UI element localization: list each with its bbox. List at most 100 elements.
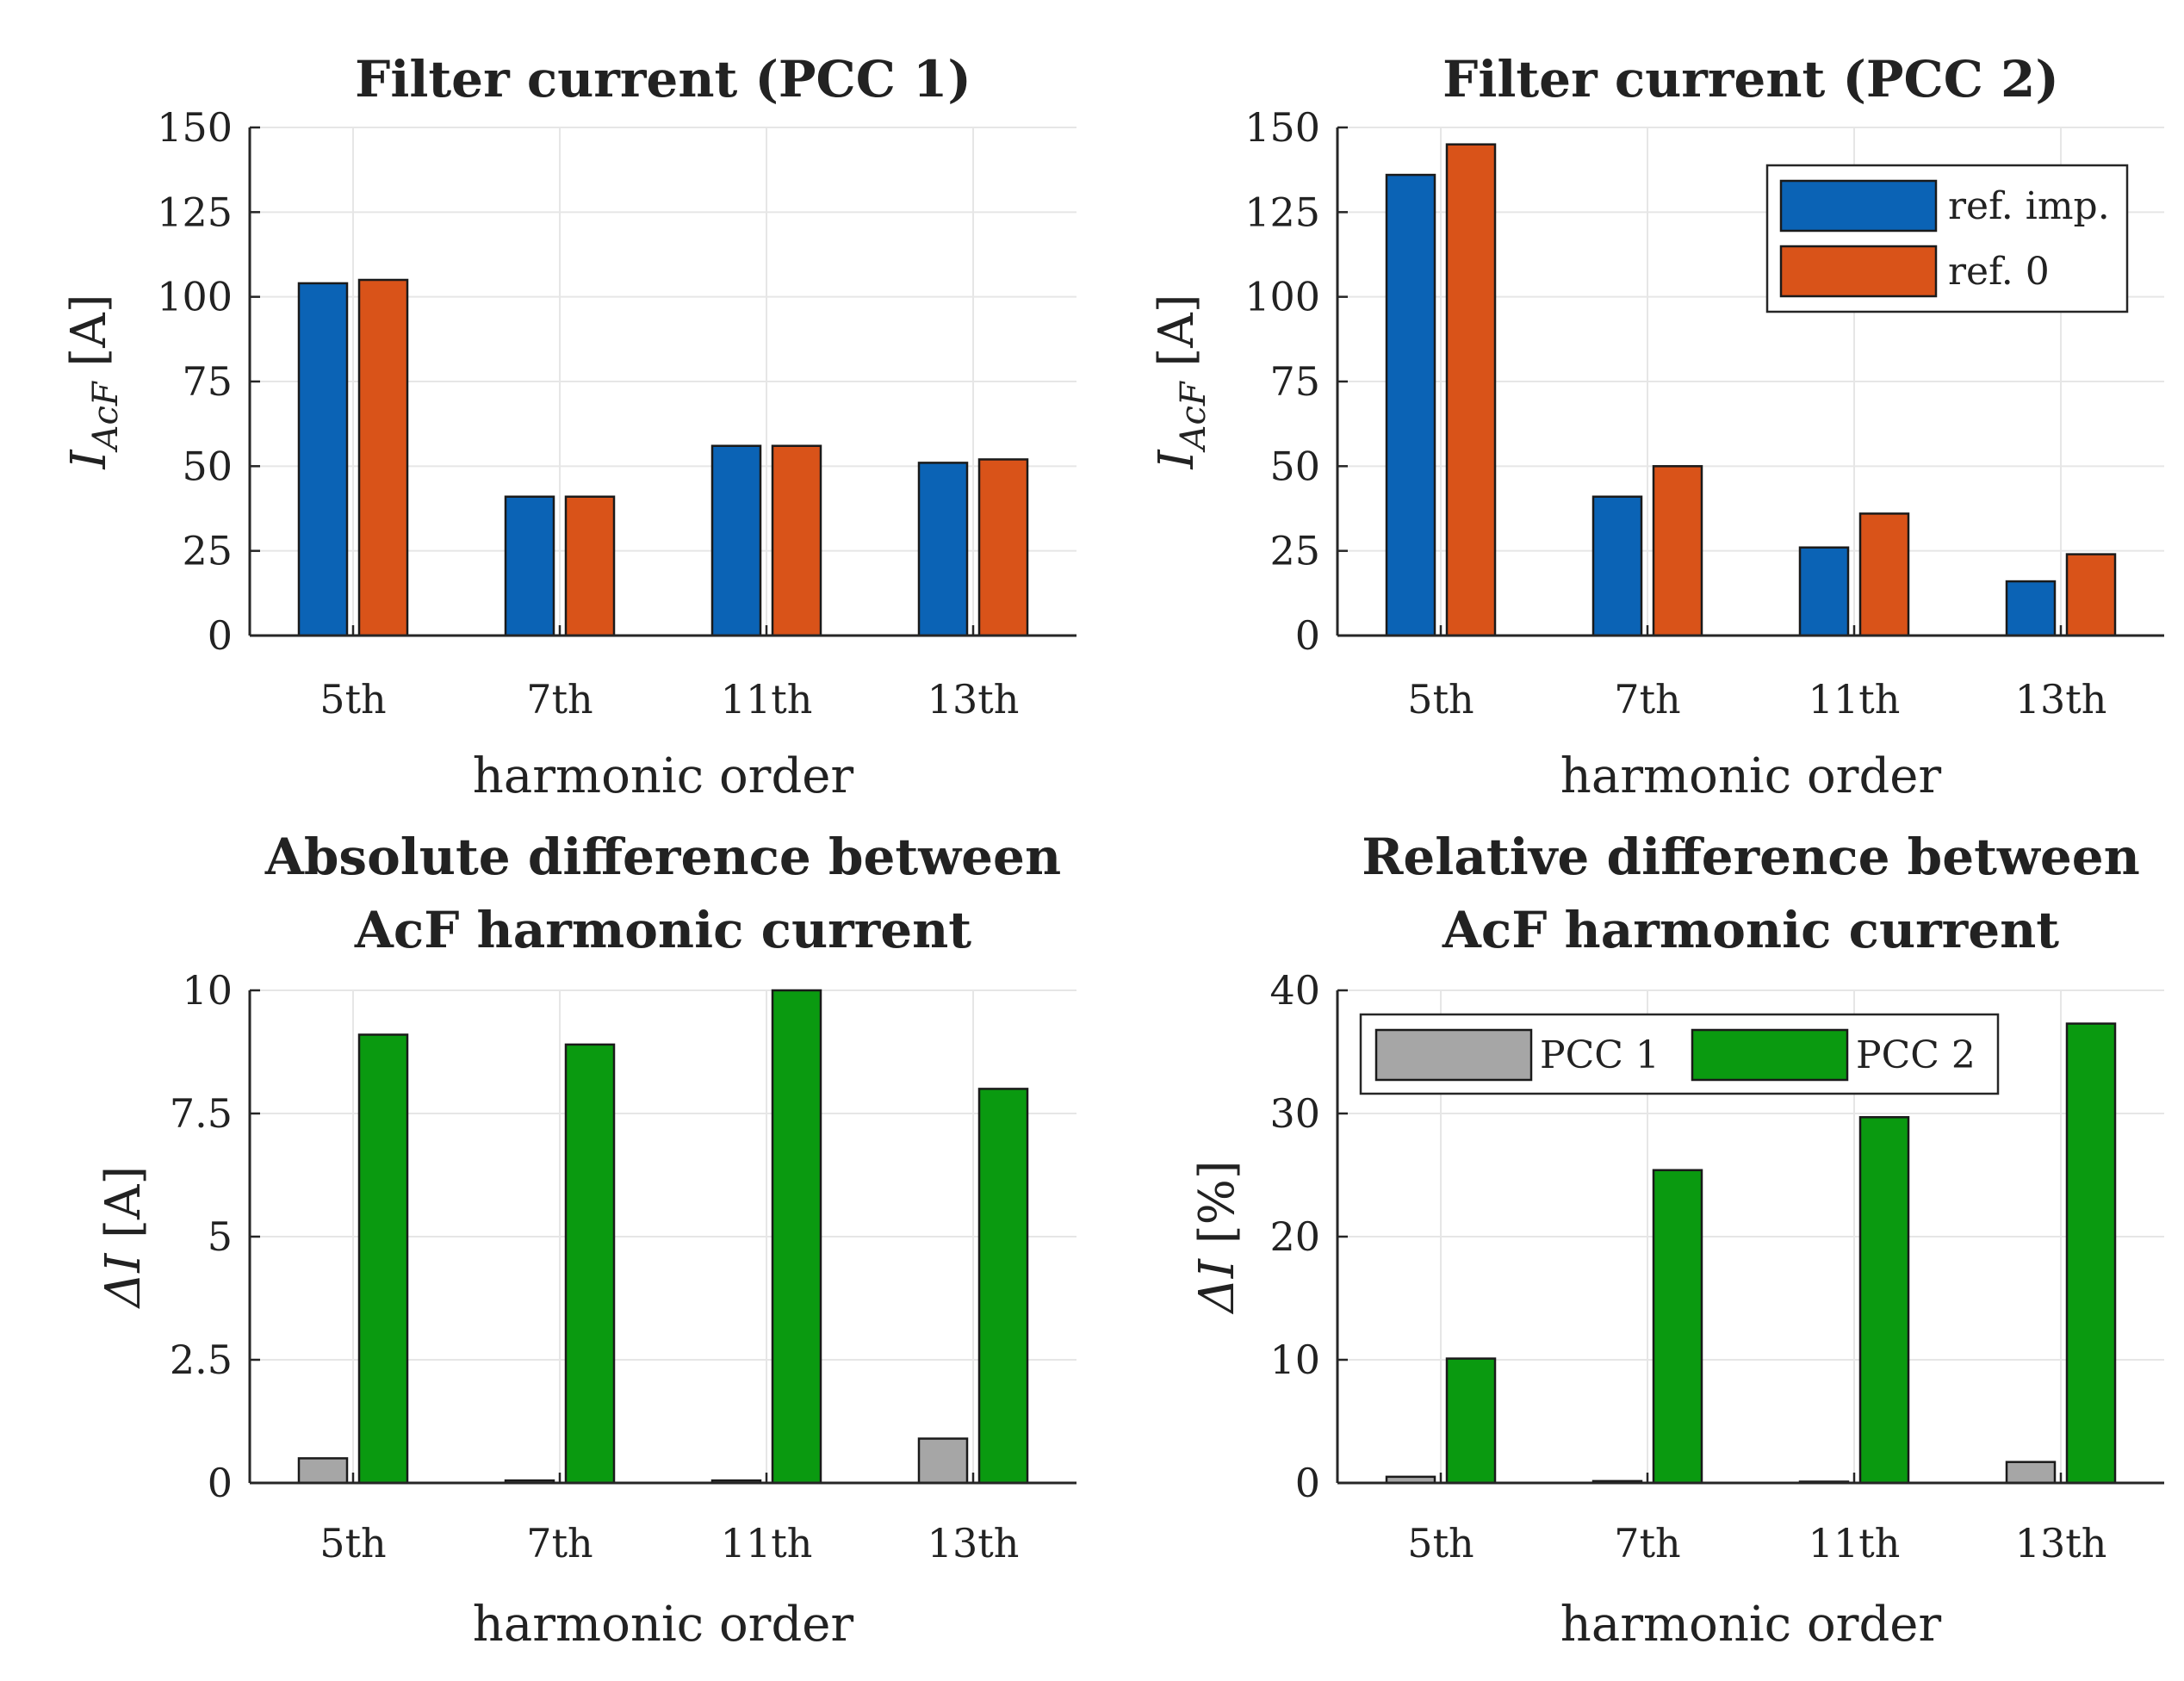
x-tick-label: 11th bbox=[721, 676, 813, 723]
y-axis-unit: [A] bbox=[96, 1166, 152, 1254]
y-tick-label: 100 bbox=[157, 274, 233, 320]
y-axis-unit: [A] bbox=[1149, 294, 1205, 381]
x-axis-label: harmonic order bbox=[473, 748, 854, 804]
legend: PCC 1 PCC 2 bbox=[1359, 1013, 2000, 1095]
bar-pcc-2-13th bbox=[977, 1088, 1029, 1485]
x-tick-label: 7th bbox=[1614, 676, 1680, 723]
y-tick-label: 100 bbox=[1244, 274, 1320, 320]
y-tick-label: 0 bbox=[1295, 1460, 1320, 1506]
bar-ref-0-5th bbox=[1445, 143, 1497, 637]
chart-title: AcF harmonic current bbox=[1442, 901, 2059, 959]
x-axis-label: harmonic order bbox=[473, 1597, 854, 1653]
y-axis-unit: [A] bbox=[61, 294, 117, 381]
bar-pcc-2-11th bbox=[771, 989, 822, 1485]
bar-pcc-1-13th bbox=[917, 1437, 969, 1485]
y-tick-label: 0 bbox=[208, 1460, 233, 1506]
bar-pcc-2-5th bbox=[357, 1033, 409, 1485]
x-tick-label: 13th bbox=[928, 1520, 1020, 1566]
y-tick-label: 10 bbox=[1269, 1337, 1320, 1383]
legend-swatch bbox=[1779, 245, 1938, 298]
y-tick-label: 50 bbox=[182, 443, 233, 489]
x-tick-label: 11th bbox=[1809, 1520, 1901, 1566]
y-tick-label: 125 bbox=[1244, 189, 1320, 235]
y-tick-label: 40 bbox=[1269, 967, 1320, 1014]
bar-pcc-2-7th bbox=[564, 1043, 616, 1485]
x-axis-label: harmonic order bbox=[1560, 748, 1942, 804]
legend-label: ref. 0 bbox=[1948, 250, 2050, 294]
x-tick-label: 13th bbox=[2015, 1520, 2107, 1566]
x-tick-label: 5th bbox=[1407, 1520, 1474, 1566]
y-tick-label: 50 bbox=[1269, 443, 1320, 489]
bar-ref-imp--11th bbox=[1798, 546, 1850, 637]
bar-ref-imp--13th bbox=[2005, 580, 2057, 637]
chart-panel-1: 0 25 50 75 100 125 150 5th 7th 11th 13th Filter cur… bbox=[61, 50, 1076, 804]
y-tick-label: 150 bbox=[157, 104, 233, 151]
bar-pcc-2-5th bbox=[1445, 1357, 1497, 1485]
bar-ref-imp--7th bbox=[1591, 495, 1643, 637]
chart-title: Relative difference between bbox=[1362, 828, 2140, 886]
chart-panel-4: 0 10 20 30 40 5th 7th 11th 13th Relative differen… bbox=[1189, 828, 2164, 1653]
y-axis-label: IAcF [A] bbox=[1149, 294, 1213, 469]
legend-swatch bbox=[1779, 179, 1938, 233]
y-tick-label: 10 bbox=[182, 967, 233, 1014]
x-tick-label: 13th bbox=[2015, 676, 2107, 723]
y-tick-label: 25 bbox=[1269, 528, 1320, 574]
bar-pcc-2-13th bbox=[2065, 1022, 2117, 1485]
legend-label: PCC 2 bbox=[1856, 1033, 1976, 1077]
x-tick-label: 7th bbox=[1614, 1520, 1680, 1566]
x-tick-label: 5th bbox=[320, 1520, 386, 1566]
bar-ref-0-11th bbox=[771, 444, 822, 637]
chart-panel-2: 0 25 50 75 100 125 150 5th 7th 11th 13th Filter cur… bbox=[1149, 50, 2164, 804]
bar-pcc-2-11th bbox=[1858, 1116, 1910, 1485]
x-tick-label: 11th bbox=[721, 1520, 813, 1566]
x-tick-label: 5th bbox=[1407, 676, 1474, 723]
bar-ref-0-7th bbox=[564, 495, 616, 637]
bar-pcc-1-5th bbox=[297, 1457, 349, 1485]
chart-panel-3: 0 2.5 5 7.5 10 5th 7th 11th 13th Absolute differe… bbox=[96, 828, 1076, 1653]
x-axis-label: harmonic order bbox=[1560, 1597, 1942, 1653]
bar-ref-imp--7th bbox=[504, 495, 555, 637]
legend-label: PCC 1 bbox=[1540, 1033, 1660, 1077]
x-tick-label: 13th bbox=[928, 676, 1020, 723]
y-axis-subscript: AcF bbox=[1174, 381, 1213, 453]
x-tick-label: 5th bbox=[320, 676, 386, 723]
y-axis-symbol: ΔI bbox=[1189, 1257, 1245, 1314]
bar-pcc-2-7th bbox=[1652, 1169, 1703, 1485]
y-tick-label: 0 bbox=[208, 612, 233, 659]
bar-ref-imp--5th bbox=[297, 282, 349, 637]
legend-label: ref. imp. bbox=[1948, 184, 2110, 228]
y-axis-symbol: ΔI bbox=[96, 1252, 152, 1309]
y-axis-unit: [%] bbox=[1189, 1160, 1245, 1259]
y-axis-label: ΔI [A] bbox=[96, 1166, 152, 1310]
y-tick-label: 30 bbox=[1269, 1090, 1320, 1137]
y-tick-label: 125 bbox=[157, 189, 233, 235]
x-tick-label: 7th bbox=[526, 676, 593, 723]
bar-pcc-1-13th bbox=[2005, 1461, 2057, 1485]
bar-ref-imp--13th bbox=[917, 462, 969, 637]
y-tick-label: 75 bbox=[1269, 358, 1320, 405]
legend-swatch bbox=[1691, 1028, 1849, 1082]
chart-title: Absolute difference between bbox=[264, 828, 1061, 886]
bar-ref-0-7th bbox=[1652, 465, 1703, 637]
bar-ref-imp--11th bbox=[710, 444, 762, 637]
y-axis-symbol: I bbox=[1149, 449, 1205, 470]
y-tick-label: 20 bbox=[1269, 1213, 1320, 1260]
bar-ref-0-13th bbox=[2065, 553, 2117, 637]
bar-ref-0-13th bbox=[977, 458, 1029, 637]
chart-title: Filter current (PCC 2) bbox=[1443, 50, 2059, 109]
y-axis-subscript: AcF bbox=[86, 381, 126, 453]
y-tick-label: 7.5 bbox=[170, 1090, 233, 1137]
bar-ref-0-5th bbox=[357, 278, 409, 637]
y-tick-label: 5 bbox=[208, 1213, 233, 1260]
chart-title: Filter current (PCC 1) bbox=[355, 50, 971, 109]
legend: ref. imp. ref. 0 bbox=[1765, 164, 2129, 313]
y-axis-label: ΔI [%] bbox=[1189, 1160, 1245, 1314]
y-tick-label: 2.5 bbox=[170, 1337, 233, 1383]
x-tick-label: 7th bbox=[526, 1520, 593, 1566]
y-axis-label: IAcF [A] bbox=[61, 294, 126, 469]
bar-ref-0-11th bbox=[1858, 512, 1910, 637]
legend-swatch bbox=[1374, 1028, 1533, 1082]
y-tick-label: 75 bbox=[182, 358, 233, 405]
